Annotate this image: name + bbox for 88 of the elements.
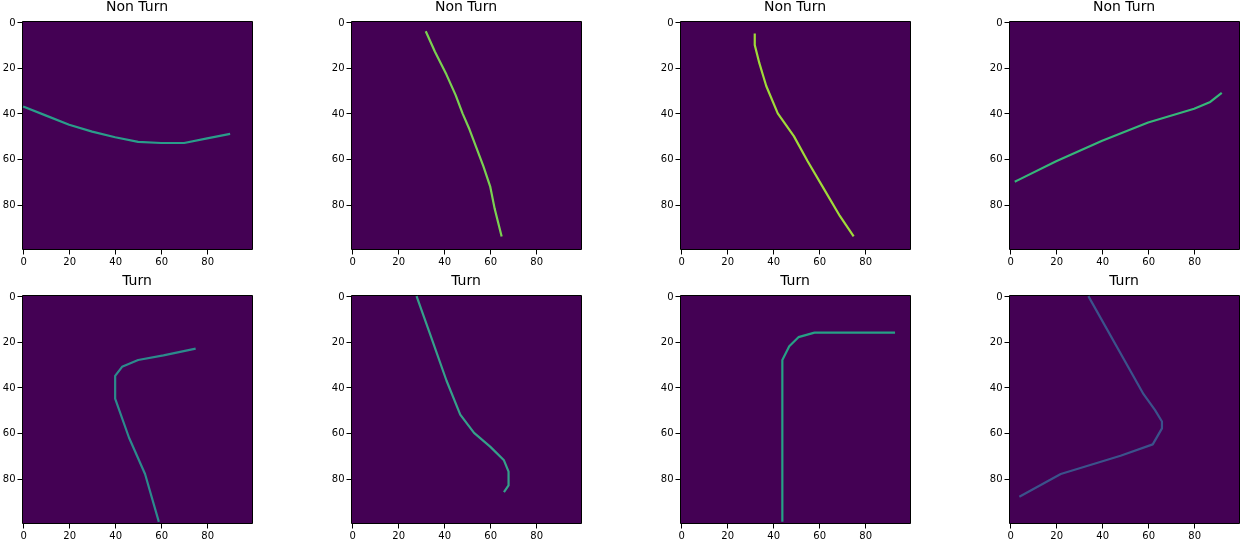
x-tick-label: 40 xyxy=(438,529,452,541)
x-tick-label: 0 xyxy=(349,255,356,267)
y-tick-label: 60 xyxy=(989,427,1003,439)
y-tick-label: 20 xyxy=(989,62,1003,74)
y-tick-label: 40 xyxy=(331,107,345,119)
x-tick-label: 60 xyxy=(484,255,498,267)
x-tick-label: 80 xyxy=(1188,529,1202,541)
y-tick-label: 20 xyxy=(2,62,16,74)
x-tick-label: 0 xyxy=(678,529,685,541)
x-tick-label: 60 xyxy=(1142,529,1156,541)
y-tick-label: 80 xyxy=(989,473,1003,485)
y-tick-label: 80 xyxy=(989,199,1003,211)
x-tick-label: 60 xyxy=(813,255,827,267)
chart-title: Turn xyxy=(121,272,152,289)
x-tick-label: 0 xyxy=(1007,255,1014,267)
y-tick-label: 20 xyxy=(2,336,16,348)
y-tick-label: 0 xyxy=(338,290,345,302)
x-tick-label: 0 xyxy=(20,529,27,541)
y-tick-label: 60 xyxy=(989,153,1003,165)
x-tick-label: 80 xyxy=(201,529,215,541)
chart-title: Turn xyxy=(1108,272,1139,289)
y-tick-label: 60 xyxy=(2,153,16,165)
x-tick-label: 40 xyxy=(767,255,781,267)
x-tick-label: 0 xyxy=(1007,529,1014,541)
y-tick-label: 60 xyxy=(660,153,674,165)
chart-title: Non Turn xyxy=(763,0,827,15)
y-tick-label: 20 xyxy=(660,62,674,74)
y-tick-label: 40 xyxy=(2,381,16,393)
x-tick-label: 60 xyxy=(155,529,169,541)
x-tick-label: 40 xyxy=(767,529,781,541)
y-tick-label: 40 xyxy=(660,381,674,393)
x-tick-label: 40 xyxy=(1096,255,1110,267)
x-tick-label: 40 xyxy=(109,255,123,267)
y-tick-label: 80 xyxy=(331,199,345,211)
y-tick-label: 80 xyxy=(2,199,16,211)
x-tick-label: 40 xyxy=(1096,529,1110,541)
chart-title: Turn xyxy=(779,272,810,289)
x-tick-label: 20 xyxy=(721,529,735,541)
y-tick-label: 40 xyxy=(989,381,1003,393)
x-tick-label: 20 xyxy=(63,529,77,541)
y-tick-label: 0 xyxy=(9,16,16,28)
x-tick-label: 20 xyxy=(63,255,77,267)
y-tick-label: 20 xyxy=(331,336,345,348)
y-tick-label: 80 xyxy=(2,473,16,485)
y-tick-label: 0 xyxy=(667,290,674,302)
chart-title: Non Turn xyxy=(105,0,169,15)
x-tick-label: 0 xyxy=(20,255,27,267)
y-tick-label: 80 xyxy=(331,473,345,485)
y-tick-label: 40 xyxy=(331,381,345,393)
y-tick-label: 20 xyxy=(331,62,345,74)
x-tick-label: 20 xyxy=(1050,529,1064,541)
x-tick-label: 40 xyxy=(438,255,452,267)
chart-title: Non Turn xyxy=(434,0,498,15)
x-tick-label: 40 xyxy=(109,529,123,541)
y-tick-label: 60 xyxy=(331,153,345,165)
y-tick-label: 0 xyxy=(996,290,1003,302)
y-tick-label: 0 xyxy=(996,16,1003,28)
y-tick-label: 20 xyxy=(660,336,674,348)
y-tick-label: 60 xyxy=(660,427,674,439)
y-tick-label: 0 xyxy=(667,16,674,28)
x-tick-label: 0 xyxy=(678,255,685,267)
x-tick-label: 80 xyxy=(201,255,215,267)
x-tick-label: 20 xyxy=(1050,255,1064,267)
x-tick-label: 60 xyxy=(813,529,827,541)
x-tick-label: 20 xyxy=(721,255,735,267)
x-tick-label: 60 xyxy=(155,255,169,267)
y-tick-label: 0 xyxy=(9,290,16,302)
y-tick-label: 60 xyxy=(331,427,345,439)
y-tick-label: 80 xyxy=(660,473,674,485)
x-tick-label: 80 xyxy=(859,529,873,541)
y-tick-label: 40 xyxy=(660,107,674,119)
y-tick-label: 20 xyxy=(989,336,1003,348)
x-tick-label: 20 xyxy=(392,255,406,267)
chart-title: Turn xyxy=(450,272,481,289)
x-tick-label: 80 xyxy=(530,529,544,541)
x-tick-label: 20 xyxy=(392,529,406,541)
y-tick-label: 40 xyxy=(989,107,1003,119)
y-tick-label: 80 xyxy=(660,199,674,211)
x-tick-label: 80 xyxy=(530,255,544,267)
x-tick-label: 80 xyxy=(859,255,873,267)
x-tick-label: 60 xyxy=(1142,255,1156,267)
x-tick-label: 60 xyxy=(484,529,498,541)
y-tick-label: 40 xyxy=(2,107,16,119)
y-tick-label: 0 xyxy=(338,16,345,28)
x-tick-label: 80 xyxy=(1188,255,1202,267)
x-tick-label: 0 xyxy=(349,529,356,541)
y-tick-label: 60 xyxy=(2,427,16,439)
chart-title: Non Turn xyxy=(1092,0,1156,15)
